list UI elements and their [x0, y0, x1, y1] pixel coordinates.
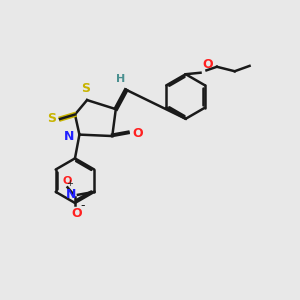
Text: S: S [46, 112, 56, 125]
Text: -: - [80, 199, 85, 212]
Text: O: O [71, 207, 82, 220]
Text: H: H [116, 74, 125, 84]
Text: O: O [132, 127, 143, 140]
Text: O: O [63, 176, 72, 187]
Text: S: S [81, 82, 90, 95]
Text: O: O [202, 58, 213, 71]
Text: N: N [66, 188, 76, 201]
Text: N: N [64, 130, 74, 142]
Text: +: + [66, 179, 73, 188]
